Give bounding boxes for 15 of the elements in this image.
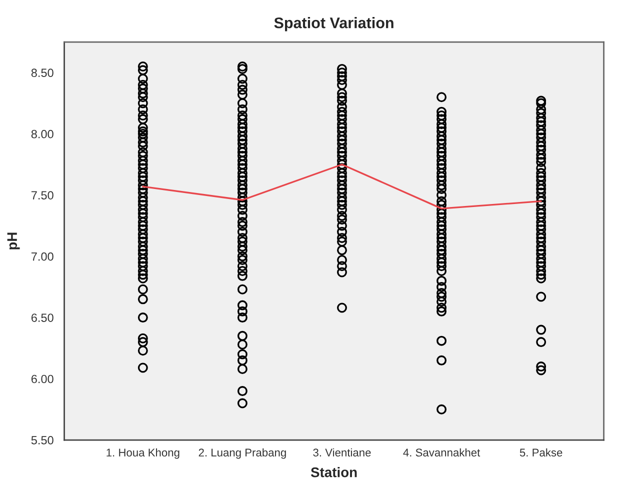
chart-title: Spatiot Variation	[274, 17, 394, 32]
y-tick-label: 7.50	[31, 191, 54, 200]
x-axis-title: Station	[310, 467, 357, 478]
y-axis-title: pH	[7, 232, 20, 250]
x-tick-label: 2. Luang Prabang	[198, 448, 286, 459]
x-tick-label: 5. Pakse	[520, 448, 562, 457]
y-tick-label: 7.00	[31, 252, 54, 261]
y-tick-label: 8.50	[31, 68, 54, 78]
y-tick-label: 8.00	[31, 130, 54, 138]
x-tick-label: 4. Savannakhet	[403, 448, 480, 457]
x-tick-label: 3. Vientiane	[313, 448, 371, 457]
y-tick-label: 5.50	[31, 436, 54, 444]
y-tick-label: 6.50	[31, 314, 54, 322]
x-tick-label: 1. Houa Khong	[106, 448, 180, 459]
y-tick-label: 6.00	[31, 374, 54, 384]
